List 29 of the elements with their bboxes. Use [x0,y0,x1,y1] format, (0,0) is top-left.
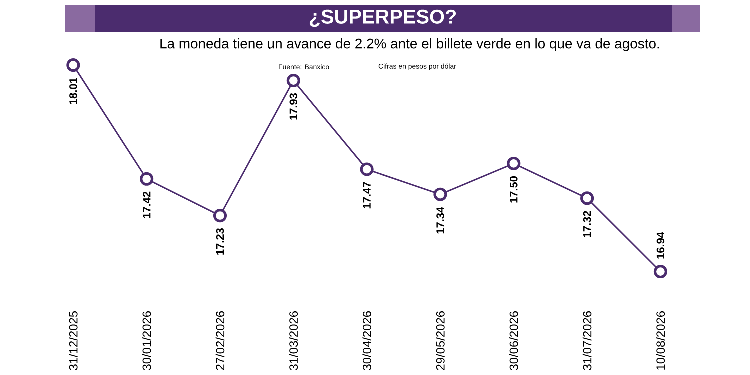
point [360,162,374,176]
data-label: 18.01 [70,78,78,104]
point [66,58,80,72]
x-tick-label: 31/12/2025 [69,311,78,370]
x-tick-label: 29/05/2026 [436,312,445,370]
x-tick-label: 31/03/2026 [289,312,298,370]
data-label: 17.23 [216,228,224,255]
chart-subtitle: La moneda tiene un avance de 2.2% ante el billete verde en lo que va de agosto. [160,38,660,52]
data-label: 17.47 [363,182,371,209]
data-label: 17.50 [510,176,518,203]
point [507,156,521,170]
point [213,209,228,223]
data-label: 17.93 [290,93,298,120]
point [140,172,154,186]
data-label: 16.94 [656,232,665,259]
data-label: 17.34 [436,206,444,234]
x-tick-label: 30/01/2026 [142,312,152,370]
x-tick-label: 27/02/2026 [216,312,225,370]
point [580,192,594,206]
data-label: 17.42 [143,192,151,218]
x-tick-label: 10/08/2026 [656,312,666,370]
x-tick-label: 30/06/2026 [510,312,518,370]
point [654,265,668,279]
x-tick-label: 30/04/2026 [362,312,372,370]
x-tick-label: 31/07/2026 [582,312,592,370]
point [286,74,300,88]
chart-title: ¿SUPERPESO? [310,10,456,28]
data-label: 17.32 [583,211,592,238]
point [434,188,448,202]
